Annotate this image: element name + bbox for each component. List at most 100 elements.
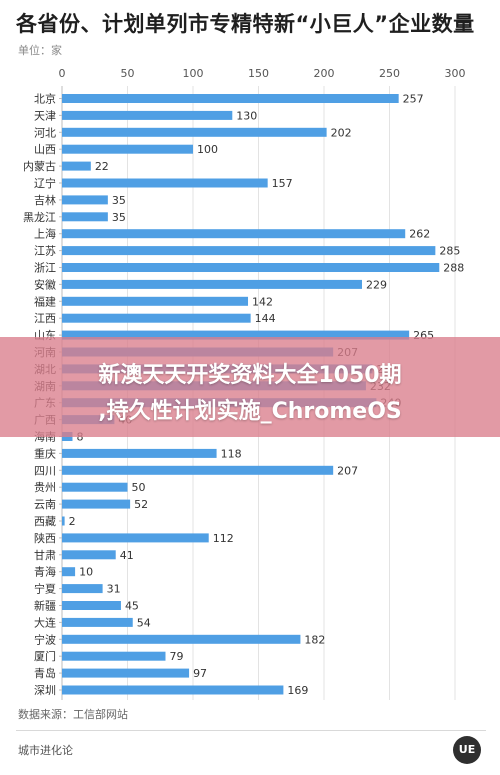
promo-banner-line2: ,持久性计划实施_ChromeOS	[98, 399, 402, 424]
value-label: 10	[79, 566, 93, 579]
bar	[62, 313, 251, 323]
bar	[62, 94, 399, 103]
value-label: 130	[236, 109, 257, 122]
value-label: 229	[366, 278, 387, 291]
bar	[62, 651, 166, 661]
value-label: 45	[125, 600, 139, 613]
chart-title: 各省份、计划单列市专精特新“小巨人”企业数量	[16, 12, 475, 36]
bar	[62, 516, 65, 526]
value-label: 54	[137, 616, 151, 629]
category-label: 天津	[34, 109, 56, 122]
bar	[62, 533, 209, 543]
value-label: 262	[409, 228, 430, 241]
category-label: 吉林	[34, 193, 56, 207]
bar	[62, 499, 131, 509]
category-label: 贵州	[34, 481, 56, 494]
value-label: 41	[120, 549, 134, 562]
value-label: 157	[272, 177, 293, 190]
value-label: 79	[169, 650, 183, 663]
category-label: 北京	[34, 92, 56, 106]
category-label: 宁夏	[34, 582, 56, 596]
category-label: 宁波	[34, 632, 56, 646]
value-label: 285	[439, 245, 460, 258]
bar	[62, 195, 108, 205]
bar	[62, 263, 440, 272]
bar	[62, 161, 91, 171]
category-label: 辽宁	[34, 176, 56, 190]
bar	[62, 229, 406, 239]
bar	[62, 279, 362, 289]
bar	[62, 685, 284, 695]
bar	[62, 634, 301, 644]
bar	[62, 550, 116, 560]
value-label: 35	[112, 194, 126, 207]
promo-banner-line1: 新澳天天开奖资料大全1050期	[98, 363, 402, 388]
bar	[62, 482, 128, 492]
bar	[62, 178, 268, 188]
bar	[62, 110, 233, 120]
category-label: 上海	[34, 227, 56, 241]
value-label: 144	[255, 312, 276, 325]
value-label: 112	[213, 532, 234, 545]
category-label: 安徽	[34, 277, 56, 291]
category-label: 青海	[34, 565, 56, 579]
brand-name: 城市进化论	[18, 744, 73, 757]
category-label: 江西	[34, 312, 56, 325]
value-label: 50	[132, 481, 146, 494]
value-label: 182	[304, 633, 325, 646]
category-label: 青岛	[34, 666, 56, 680]
footer-divider	[16, 730, 486, 731]
brand-logo: UE	[453, 736, 481, 764]
category-label: 大连	[34, 615, 56, 629]
x-tick-label: 150	[248, 67, 269, 80]
category-label: 江苏	[34, 245, 56, 258]
data-source: 数据来源：工信部网站	[18, 708, 128, 721]
value-label: 35	[112, 211, 126, 224]
category-label: 甘肃	[34, 549, 56, 562]
bar	[62, 448, 217, 458]
value-label: 169	[287, 684, 308, 697]
category-label: 深圳	[34, 684, 56, 697]
category-label: 山西	[34, 143, 56, 156]
bar	[62, 465, 334, 475]
value-label: 52	[134, 498, 148, 511]
x-tick-label: 200	[314, 67, 335, 80]
category-label: 重庆	[34, 446, 56, 460]
bar	[62, 212, 108, 222]
value-label: 142	[252, 295, 273, 308]
bar	[62, 144, 193, 154]
bar	[62, 601, 121, 610]
value-label: 118	[221, 447, 242, 460]
promo-banner: 新澳天天开奖资料大全1050期 ,持久性计划实施_ChromeOS	[0, 337, 500, 437]
value-label: 22	[95, 160, 109, 173]
category-label: 新疆	[34, 599, 56, 613]
category-label: 陕西	[34, 531, 56, 545]
x-tick-label: 100	[183, 67, 204, 80]
x-tick-label: 300	[445, 67, 466, 80]
bar	[62, 296, 249, 306]
value-label: 288	[443, 262, 464, 275]
bar	[62, 668, 190, 678]
bar	[62, 246, 436, 256]
bar	[62, 584, 103, 594]
bar	[62, 127, 327, 137]
value-label: 202	[331, 126, 352, 139]
x-tick-label: 50	[121, 67, 135, 80]
value-label: 8	[76, 431, 83, 444]
value-label: 31	[107, 583, 121, 596]
bar	[62, 330, 410, 340]
category-label: 厦门	[34, 649, 56, 663]
x-tick-label: 0	[59, 67, 66, 80]
category-label: 河北	[34, 126, 56, 139]
value-label: 97	[193, 667, 207, 680]
value-label: 207	[337, 464, 358, 477]
category-label: 西藏	[34, 515, 56, 528]
x-tick-label: 250	[379, 67, 400, 80]
bar	[62, 617, 133, 627]
bar	[62, 567, 76, 577]
value-label: 2	[69, 515, 76, 528]
category-label: 内蒙古	[23, 159, 56, 173]
value-label: 100	[197, 143, 218, 156]
category-label: 福建	[34, 294, 56, 308]
value-label: 257	[403, 93, 424, 106]
